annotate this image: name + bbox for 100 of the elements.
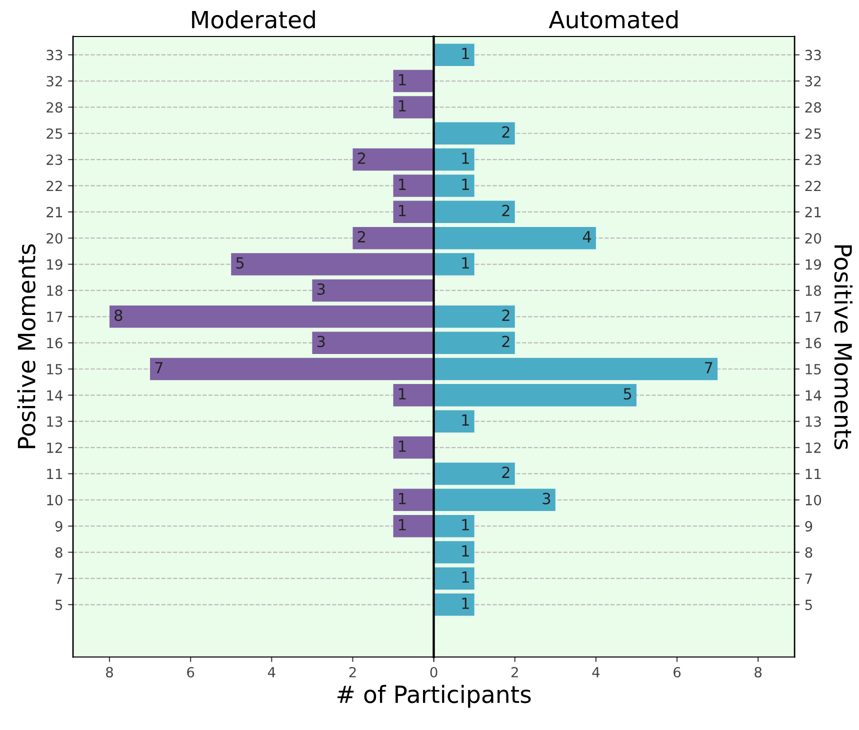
y-tick-label: 14 [806, 390, 822, 400]
y-tick-label: 15 [47, 364, 62, 374]
data-label: 8 [114, 310, 122, 322]
y-tick-label: 17 [806, 312, 821, 322]
y-tick-label: 13 [806, 416, 821, 427]
bar [393, 70, 434, 92]
y-tick-label: 25 [46, 128, 62, 139]
x-tick-label: 4 [592, 667, 600, 678]
data-label: 7 [155, 362, 163, 374]
y-tick-label: 18 [47, 285, 62, 296]
data-label: 1 [398, 492, 406, 504]
y-tick-label: 15 [806, 364, 821, 374]
y-tick-label: 12 [806, 442, 821, 453]
x-tick-label: 2 [349, 666, 356, 678]
data-label: 1 [462, 48, 469, 60]
y-tick-label: 10 [806, 494, 822, 506]
y-tick-label: 9 [55, 521, 62, 532]
x-axis-title: # of Participants [338, 684, 531, 708]
bar [434, 541, 474, 564]
y-tick-label: 16 [47, 338, 62, 348]
bar [393, 96, 434, 118]
y-tick-label: 20 [805, 233, 822, 244]
y-tick-label: 5 [805, 600, 812, 610]
y-tick-label: 33 [805, 50, 821, 60]
bar [393, 436, 434, 459]
bar [434, 306, 515, 328]
data-label: 1 [398, 519, 406, 530]
x-tick-label: 4 [268, 667, 276, 678]
bar [434, 594, 474, 616]
data-label: 1 [462, 178, 469, 190]
y-tick-label: 25 [805, 128, 821, 139]
x-tick-label: 6 [187, 666, 194, 678]
data-label: 1 [462, 519, 469, 530]
data-label: 4 [582, 231, 592, 242]
data-label: 1 [462, 414, 469, 426]
y-tick-label: 8 [55, 547, 62, 558]
data-label: 1 [462, 572, 469, 583]
x-tick-label: 8 [754, 666, 762, 678]
data-label: 2 [358, 152, 365, 164]
data-label: 1 [398, 440, 406, 452]
y-tick-label: 28 [46, 102, 62, 113]
data-label: 5 [624, 388, 632, 400]
data-label: 2 [502, 204, 510, 216]
data-label: 1 [462, 152, 469, 164]
y-tick-label: 7 [805, 574, 812, 584]
data-label: 2 [502, 310, 510, 321]
data-label: 1 [462, 545, 469, 556]
data-label: 3 [317, 283, 325, 295]
y-tick-label: 23 [46, 154, 62, 166]
data-label: 1 [462, 598, 469, 609]
y-tick-label: 28 [805, 102, 822, 113]
bar [393, 384, 434, 406]
bar [434, 410, 474, 432]
data-label: 2 [502, 126, 510, 138]
data-label: 2 [502, 466, 510, 478]
data-label: 1 [462, 257, 469, 268]
y-tick-label: 17 [47, 312, 62, 322]
y-tick-label: 9 [805, 521, 812, 532]
data-label: 1 [398, 204, 406, 216]
y-tick-label: 16 [806, 338, 822, 348]
data-label: 2 [502, 336, 510, 348]
bar [434, 462, 515, 485]
chart-title: Moderated [192, 10, 315, 28]
y-tick-label: 5 [56, 600, 62, 610]
x-tick-label: 0 [430, 666, 438, 678]
data-label: 1 [398, 100, 406, 112]
y-tick-label: 21 [46, 206, 62, 218]
y-tick-label: 14 [47, 390, 63, 400]
data-label: 1 [398, 74, 406, 86]
x-tick-label: 8 [106, 666, 113, 678]
data-label: 3 [317, 336, 325, 348]
y-tick-label: 7 [56, 574, 62, 584]
y-tick-label: 10 [47, 494, 62, 506]
data-label: 7 [705, 362, 712, 374]
data-label: 2 [358, 230, 365, 242]
y-tick-label: 22 [805, 180, 821, 192]
y-tick-label: 12 [47, 442, 62, 453]
bar [312, 279, 434, 302]
data-label: 1 [398, 178, 406, 190]
y-tick-label: 18 [806, 285, 822, 296]
y-axis-title: Positive Moments [17, 244, 36, 448]
chart-title: Automated [548, 10, 678, 28]
y-tick-label: 11 [47, 468, 62, 480]
y-tick-label: 8 [805, 547, 812, 558]
x-tick-label: 2 [511, 666, 518, 678]
bar [434, 122, 515, 144]
y-tick-label: 32 [805, 76, 821, 86]
y-tick-label: 19 [806, 259, 821, 270]
bar [434, 253, 474, 276]
y-tick-label: 21 [805, 206, 821, 218]
y-tick-label: 13 [47, 416, 62, 427]
bar [434, 567, 474, 590]
bar [434, 44, 474, 66]
data-label: 3 [542, 492, 550, 504]
y-tick-label: 11 [806, 468, 821, 480]
y-tick-label: 19 [47, 259, 62, 270]
y-tick-label: 32 [46, 76, 62, 86]
y-tick-label: 20 [46, 233, 62, 244]
data-label: 1 [398, 388, 406, 400]
y-tick-label: 22 [46, 180, 62, 192]
